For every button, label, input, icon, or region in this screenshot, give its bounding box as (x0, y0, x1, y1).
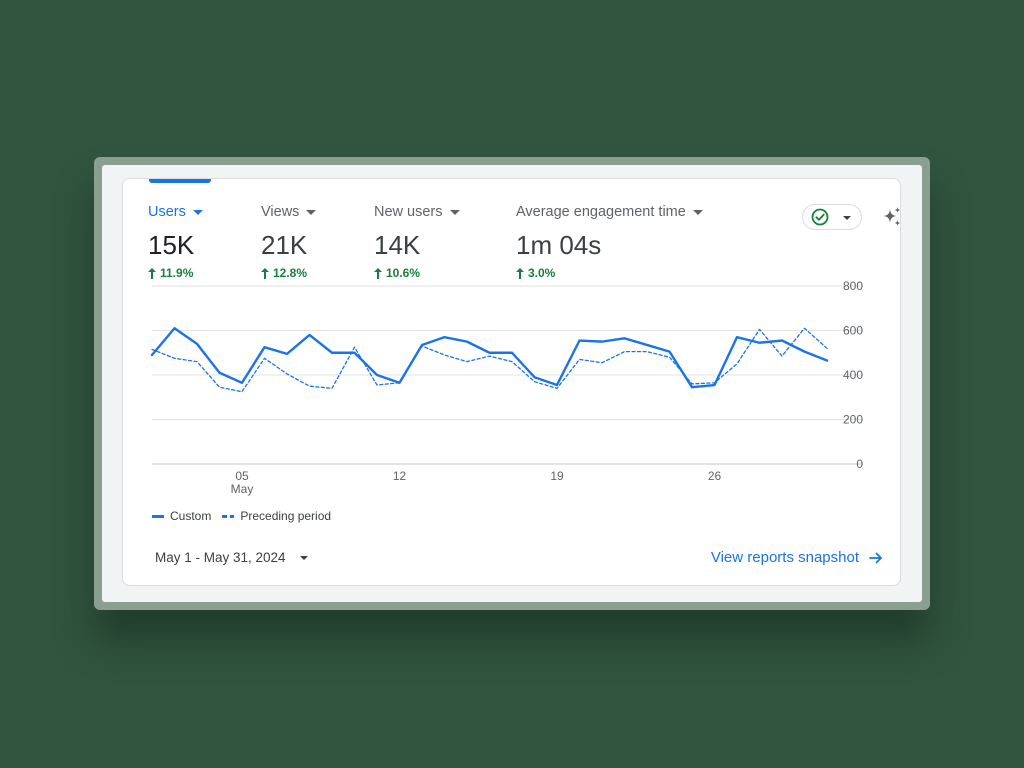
metric-engagement-time[interactable]: Average engagement time 1m 04s 3.0% (516, 203, 703, 280)
y-tick-label: 800 (843, 279, 863, 293)
metric-views-label: Views (261, 204, 300, 220)
metric-users-value: 15K (148, 230, 195, 260)
date-range-label: May 1 - May 31, 2024 (155, 550, 286, 565)
metric-users-header[interactable]: Users (148, 203, 203, 221)
series-line-custom (150, 327, 829, 389)
metric-views-header[interactable]: Views (261, 203, 317, 221)
caret-down-icon[interactable] (449, 210, 460, 215)
date-range-selector[interactable]: May 1 - May 31, 2024 (155, 550, 308, 565)
y-tick-label: 600 (843, 324, 863, 338)
arrow-up-icon (148, 267, 156, 279)
metric-new-users-value: 14K (374, 230, 421, 260)
metric-new-users-change-value: 10.6% (386, 266, 421, 280)
metric-engagement-time-value: 1m 04s (516, 230, 602, 260)
arrow-up-icon (516, 267, 524, 279)
legend-swatch-solid (152, 514, 164, 518)
metric-new-users[interactable]: New users 14K 10.6% (374, 203, 460, 280)
check-circle-icon (811, 208, 829, 226)
metric-users[interactable]: Users 15K 11.9% (148, 203, 203, 280)
caret-down-icon[interactable] (692, 210, 703, 215)
metric-new-users-label: New users (374, 204, 443, 220)
metric-users-label: Users (148, 204, 186, 220)
arrow-up-icon (374, 267, 382, 279)
metric-views-value: 21K (261, 230, 308, 260)
legend-custom-label: Custom (170, 509, 212, 523)
metric-engagement-time-change: 3.0% (516, 266, 703, 280)
x-tick-label: 19 (550, 469, 564, 483)
overview-card: Users 15K 11.9% Views 21K 12.8% (122, 178, 901, 586)
active-tab-indicator (149, 179, 211, 183)
x-tick-sublabel: May (231, 482, 254, 496)
caret-down-icon[interactable] (306, 210, 317, 215)
y-tick-label: 200 (843, 413, 863, 427)
y-tick-label: 0 (856, 457, 863, 471)
caret-down-icon[interactable] (192, 210, 203, 215)
metric-engagement-time-label: Average engagement time (516, 204, 686, 220)
y-tick-label: 400 (843, 368, 863, 382)
metric-users-change: 11.9% (148, 266, 203, 280)
arrow-up-icon (261, 267, 269, 279)
x-tick-label: 05 (235, 469, 249, 483)
metric-views-change: 12.8% (261, 266, 316, 280)
metric-views[interactable]: Views 21K 12.8% (261, 203, 317, 280)
metric-engagement-time-header[interactable]: Average engagement time (516, 203, 703, 221)
legend-item-custom: Custom (152, 509, 211, 523)
metric-views-change-value: 12.8% (273, 266, 308, 280)
chart-gridlines (152, 285, 863, 465)
legend-preceding-label: Preceding period (240, 509, 332, 523)
x-tick-label: 12 (393, 469, 407, 483)
view-reports-snapshot-link[interactable]: View reports snapshot (711, 549, 883, 566)
metric-new-users-change: 10.6% (374, 266, 460, 280)
metric-users-change-value: 11.9% (160, 266, 194, 280)
sparkle-icon[interactable] (881, 206, 901, 228)
legend-swatch-dashed (222, 514, 235, 518)
chart-y-axis: 0 200 400 600 800 (843, 279, 863, 471)
chart-legend: Custom Preceding period (152, 509, 342, 523)
view-reports-snapshot-label: View reports snapshot (710, 549, 859, 566)
legend-item-preceding: Preceding period (222, 509, 331, 523)
caret-down-icon[interactable] (299, 556, 308, 560)
arrow-right-icon (869, 552, 882, 563)
metric-new-users-header[interactable]: New users (374, 203, 460, 221)
metric-engagement-time-change-value: 3.0% (528, 266, 556, 280)
status-dropdown-button[interactable] (802, 204, 862, 230)
dashboard-panel: Users 15K 11.9% Views 21K 12.8% (102, 165, 922, 602)
chart-series (150, 327, 829, 393)
caret-down-icon (843, 215, 851, 220)
series-line-preceding-period (151, 327, 828, 393)
x-tick-label: 26 (708, 469, 722, 483)
screenshot-frame: Users 15K 11.9% Views 21K 12.8% (94, 157, 930, 610)
